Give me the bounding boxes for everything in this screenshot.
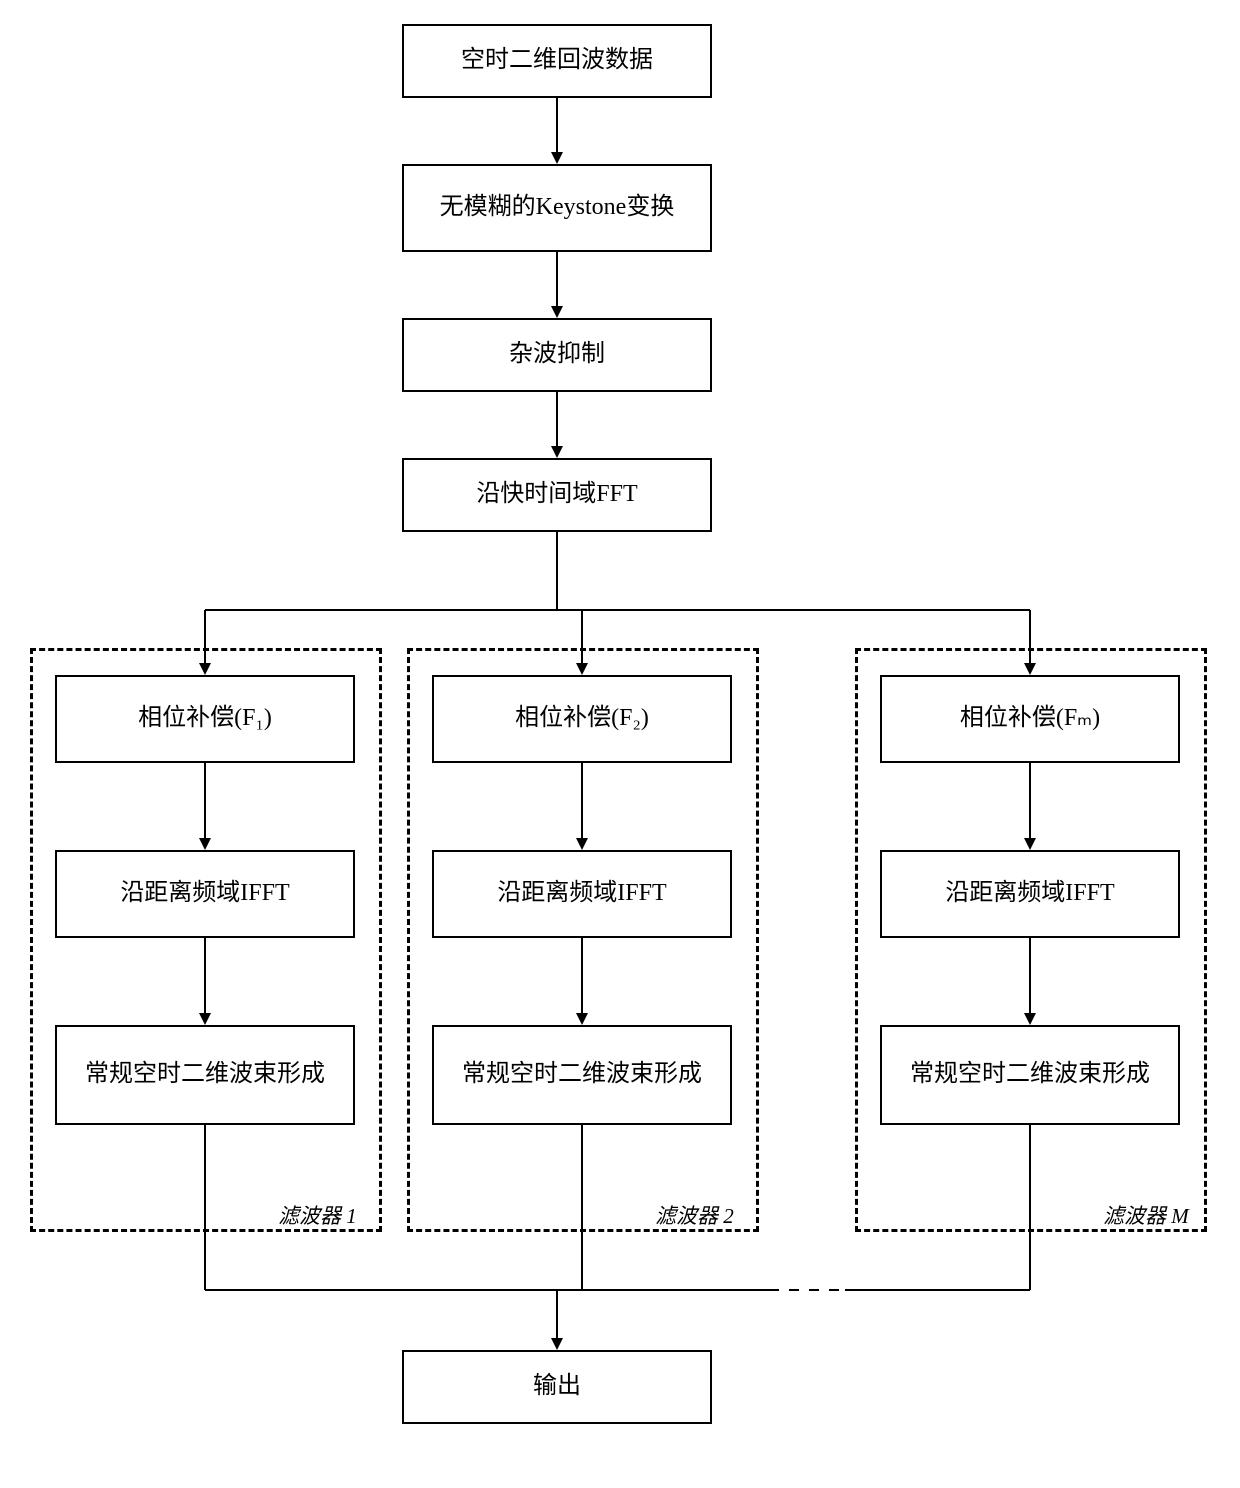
box-fft: 沿快时间域FFT	[402, 458, 712, 532]
box-output: 输出	[402, 1350, 712, 1424]
box-ifft-3: 沿距离频域IFFT	[880, 850, 1180, 938]
filter-label-2: 滤波器 2	[655, 1200, 734, 1230]
box-phase-comp-3: 相位补偿(Fₘ)	[880, 675, 1180, 763]
box-clutter-suppress: 杂波抑制	[402, 318, 712, 392]
box-beamform-1: 常规空时二维波束形成	[55, 1025, 355, 1125]
box-ifft-2: 沿距离频域IFFT	[432, 850, 732, 938]
box-beamform-2: 常规空时二维波束形成	[432, 1025, 732, 1125]
box-phase-comp-2: 相位补偿(F₂)	[432, 675, 732, 763]
filter-label-3: 滤波器 M	[1103, 1200, 1189, 1230]
box-phase-comp-1: 相位补偿(F₁)	[55, 675, 355, 763]
box-ifft-1: 沿距离频域IFFT	[55, 850, 355, 938]
filter-label-1: 滤波器 1	[278, 1200, 357, 1230]
box-beamform-3: 常规空时二维波束形成	[880, 1025, 1180, 1125]
flowchart-canvas: 空时二维回波数据无模糊的Keystone变换杂波抑制沿快时间域FFT 相位补偿(F…	[0, 0, 1240, 1488]
box-echo-data: 空时二维回波数据	[402, 24, 712, 98]
box-keystone: 无模糊的Keystone变换	[402, 164, 712, 252]
